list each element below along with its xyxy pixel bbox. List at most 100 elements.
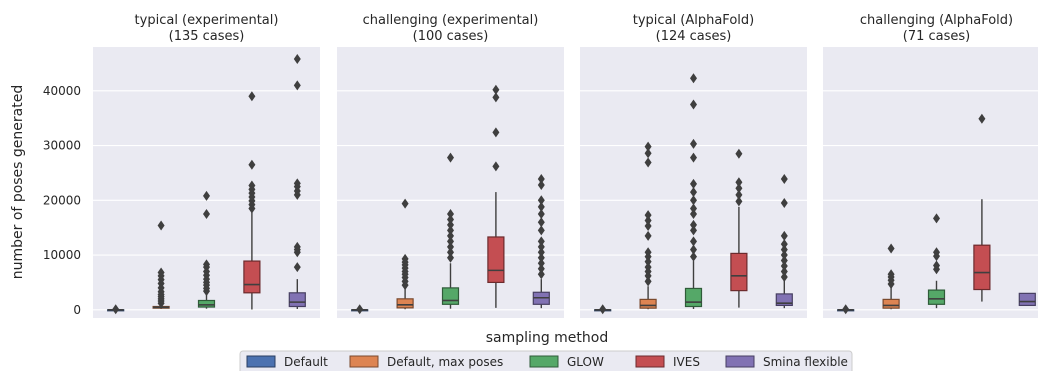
outlier-point	[690, 208, 697, 219]
outlier-point	[780, 271, 788, 282]
outlier-point	[203, 259, 210, 270]
outlier-point	[293, 262, 301, 273]
outlier-point	[447, 236, 454, 247]
box-ives	[730, 148, 748, 308]
outlier-point	[978, 113, 986, 124]
box-body	[288, 292, 306, 308]
panel-1: typical (experimental)(135 cases)	[93, 13, 320, 318]
box-smina-flexible	[775, 173, 793, 309]
legend-swatch	[725, 355, 755, 368]
outlier-point	[690, 195, 697, 206]
outlier-point	[537, 217, 545, 228]
panel-subtitle: (135 cases)	[169, 29, 245, 44]
box-body	[487, 236, 505, 284]
panel-title: challenging (experimental)	[363, 13, 539, 28]
y-tick-label: 0	[73, 303, 81, 317]
outlier-point	[537, 225, 545, 236]
outlier-point	[293, 178, 301, 189]
legend-swatch	[529, 355, 559, 368]
panel-subtitle: (100 cases)	[413, 29, 489, 44]
legend-item: Default	[246, 355, 328, 369]
legend-item: IVES	[635, 355, 700, 369]
outlier-point	[735, 196, 743, 207]
outlier-point	[447, 208, 454, 219]
outlier-point	[447, 214, 454, 225]
y-tick-label: 30000	[43, 139, 81, 153]
outlier-point	[492, 92, 500, 103]
outlier-point	[293, 54, 301, 65]
outlier-point	[690, 244, 697, 255]
outlier-point	[644, 210, 652, 221]
box-body	[730, 252, 748, 292]
box-body	[775, 293, 793, 307]
outlier-point	[537, 195, 545, 206]
outlier-point	[401, 253, 409, 264]
box-ives	[973, 113, 991, 302]
outlier-point	[690, 138, 697, 149]
outlier-point	[447, 252, 454, 263]
outlier-point	[780, 255, 788, 266]
panel-2: challenging (experimental)(100 cases)	[337, 13, 564, 318]
legend-label: IVES	[673, 355, 700, 369]
outlier-point	[537, 201, 545, 212]
panel-title: typical (AlphaFold)	[633, 13, 754, 28]
outlier-point	[447, 225, 454, 236]
outlier-point	[780, 230, 788, 241]
legend-item: GLOW	[529, 355, 604, 369]
box-body	[639, 298, 657, 309]
panel-background	[823, 47, 1038, 318]
box-body	[396, 298, 414, 309]
box-glow	[197, 190, 216, 309]
box-default-max-poses	[882, 243, 900, 310]
outlier-point	[780, 266, 788, 277]
legend-swatch	[635, 355, 665, 368]
legend-label: Default, max poses	[387, 355, 503, 369]
x-axis-label: sampling method	[486, 330, 608, 346]
panel-subtitle: (124 cases)	[656, 29, 732, 44]
outlier-point	[644, 148, 652, 159]
legend-swatch	[246, 355, 276, 368]
outlier-point	[447, 152, 454, 163]
outlier-point	[735, 183, 743, 194]
outlier-point	[780, 198, 788, 209]
outlier-point	[690, 73, 697, 84]
box-glow	[441, 152, 460, 309]
outlier-point	[492, 84, 500, 95]
outlier-point	[537, 173, 545, 184]
box-body	[973, 244, 991, 291]
box-default-max-poses	[152, 220, 170, 309]
outlier-point	[447, 230, 454, 241]
box-ives	[243, 91, 261, 310]
box-default-max-poses	[639, 141, 657, 310]
outlier-point	[644, 276, 652, 287]
outlier-point	[735, 177, 743, 188]
outlier-point	[537, 269, 545, 280]
outlier-point	[537, 179, 545, 190]
outlier-point	[735, 148, 743, 159]
box-smina-flexible	[532, 173, 550, 309]
y-tick-label: 20000	[43, 193, 81, 207]
y-tick-label: 10000	[43, 248, 81, 262]
panels-layer: typical (experimental)(135 cases)challen…	[93, 13, 1038, 318]
outlier-point	[599, 304, 607, 315]
legend-label: Smina flexible	[763, 355, 848, 369]
outlier-point	[537, 236, 545, 247]
outlier-point	[644, 141, 652, 152]
outlier-point	[447, 241, 454, 252]
outlier-point	[735, 189, 743, 200]
outlier-point	[780, 239, 788, 250]
outlier-point	[644, 230, 652, 241]
outlier-point	[293, 241, 301, 252]
legend-swatch	[349, 355, 379, 368]
outlier-point	[644, 247, 652, 258]
legend-label: GLOW	[567, 355, 604, 369]
outlier-point	[690, 203, 697, 214]
y-tick-label: 40000	[43, 84, 81, 98]
panel-4: challenging (AlphaFold)(71 cases)	[823, 13, 1038, 318]
legend-item: Default, max poses	[349, 355, 503, 369]
legend: Default Default, max poses GLOW IVES Smina f…	[239, 350, 853, 371]
outlier-point	[203, 190, 210, 201]
box-body	[197, 299, 216, 308]
outlier-point	[537, 247, 545, 258]
